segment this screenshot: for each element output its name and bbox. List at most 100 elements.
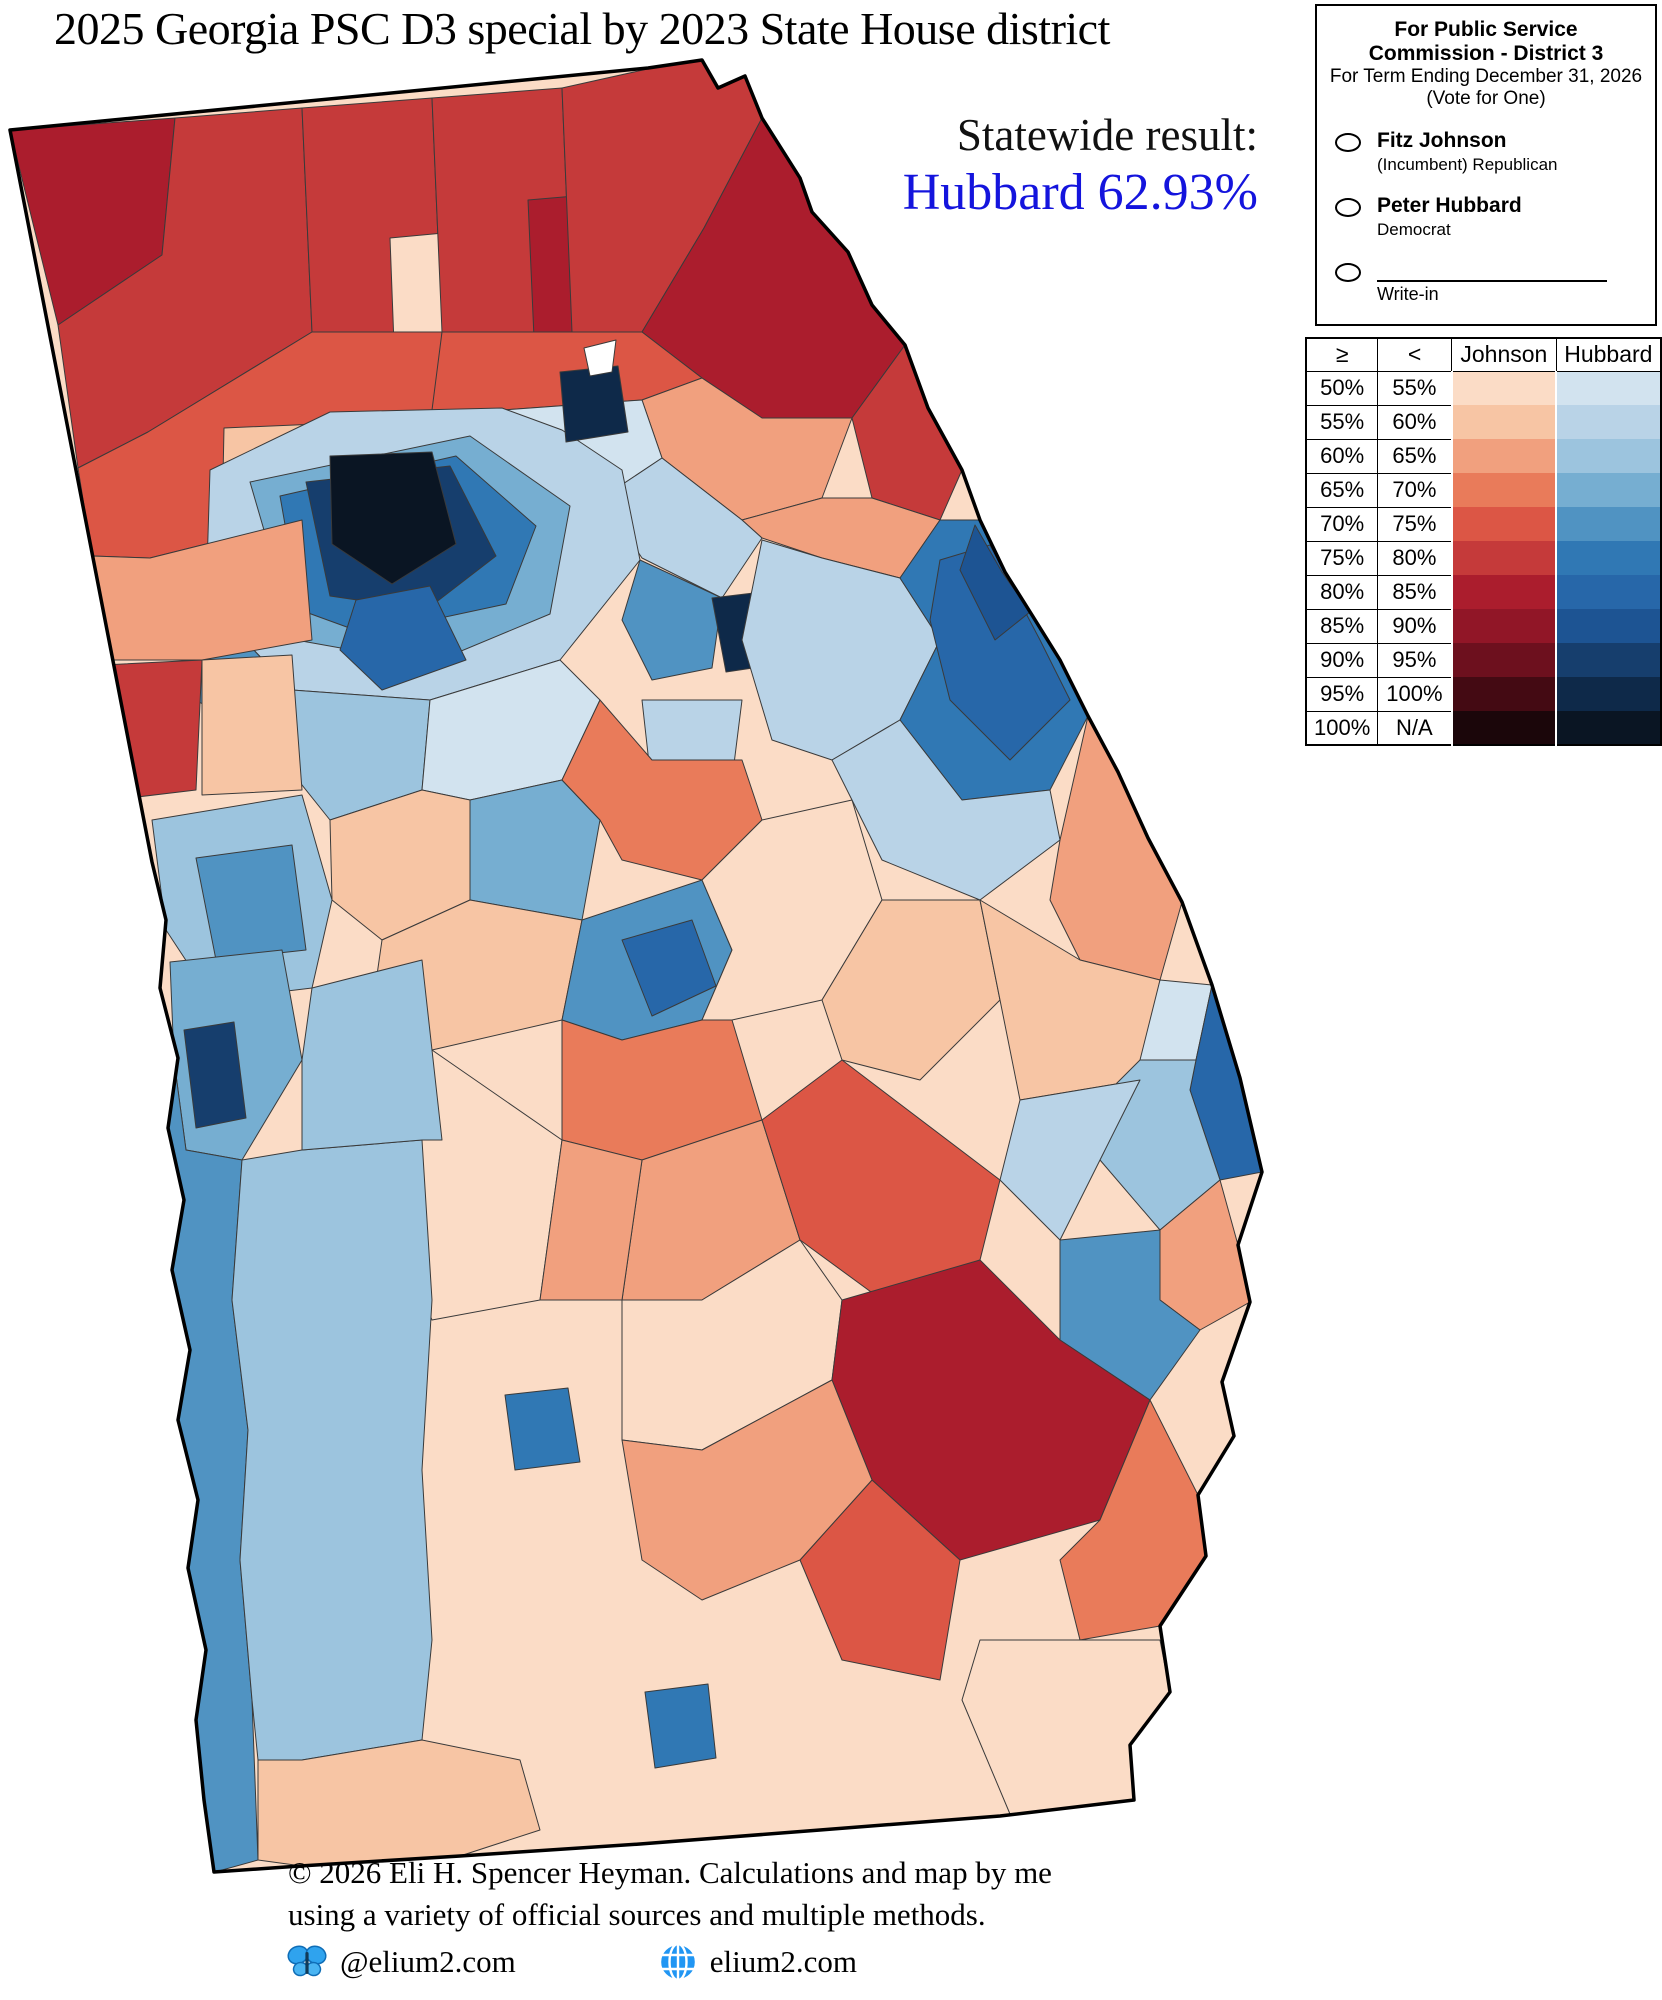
legend-row: 70% 75% [1305, 506, 1662, 542]
hubbard-swatch [1555, 711, 1662, 745]
legend-row: 65% 70% [1305, 472, 1662, 508]
legend-row: 95% 100% [1305, 676, 1662, 712]
district-region [621, 919, 717, 1017]
legend-lt-cell: 60% [1377, 404, 1452, 440]
legend-lt-cell: N/A [1377, 710, 1452, 746]
hubbard-swatch [1555, 439, 1662, 473]
legend-row: 90% 95% [1305, 642, 1662, 678]
johnson-swatch [1450, 609, 1557, 643]
ballot-option-johnson: Fitz Johnson (Incumbent) Republican [1335, 128, 1655, 175]
district-region [339, 585, 467, 691]
write-in-label: Write-in [1377, 284, 1439, 305]
candidate-name: Fitz Johnson [1377, 128, 1507, 152]
hubbard-swatch [1555, 473, 1662, 507]
radio-bubble-icon[interactable] [1335, 263, 1361, 283]
copyright-line: © 2026 Eli H. Spencer Heyman. Calculatio… [288, 1855, 1052, 1890]
district-region [644, 1683, 717, 1769]
hubbard-swatch [1555, 609, 1662, 643]
district-region [231, 1139, 433, 1761]
district-region [999, 1079, 1141, 1241]
district-region [201, 654, 303, 796]
radio-bubble-icon[interactable] [1335, 132, 1361, 152]
legend-ge-cell: 65% [1305, 472, 1379, 508]
legend-lt-cell: 80% [1377, 540, 1452, 576]
johnson-swatch [1450, 371, 1557, 405]
legend-row: 55% 60% [1305, 404, 1662, 440]
statewide-result: Statewide result: Hubbard 62.93% [700, 110, 1258, 223]
legend-row: 80% 85% [1305, 574, 1662, 610]
legend-lt-cell: 65% [1377, 438, 1452, 474]
district-region [621, 1379, 873, 1601]
hubbard-swatch [1555, 541, 1662, 575]
legend-ge-cell: 70% [1305, 506, 1379, 542]
legend-ge-cell: 50% [1305, 370, 1379, 406]
johnson-swatch [1450, 405, 1557, 439]
legend-row: 50% 55% [1305, 370, 1662, 406]
ballot-box: For Public Service Commission - District… [1315, 4, 1657, 326]
johnson-swatch [1450, 507, 1557, 541]
johnson-swatch [1450, 541, 1557, 575]
district-region [959, 524, 1031, 641]
hubbard-swatch [1555, 371, 1662, 405]
district-region [621, 559, 723, 681]
district-region [559, 365, 629, 443]
district-region [539, 1139, 643, 1301]
district-region [183, 1021, 247, 1129]
johnson-swatch [1450, 711, 1557, 745]
legend-ge-cell: 55% [1305, 404, 1379, 440]
district-region [469, 779, 601, 921]
social-links: @elium2.com elium2.com [286, 1942, 857, 1982]
ballot-heading: For Public Service [1394, 18, 1578, 41]
legend-table: ≥ < Johnson Hubbard 50% 55% 55% 60% 60% 65% 65… [1305, 337, 1662, 746]
candidate-detail: (Incumbent) Republican [1377, 155, 1558, 175]
legend-ge-cell: 80% [1305, 574, 1379, 610]
radio-bubble-icon[interactable] [1335, 198, 1361, 218]
legend-row: 100% N/A [1305, 710, 1662, 746]
candidate-name: Peter Hubbard [1377, 194, 1522, 218]
johnson-swatch [1450, 473, 1557, 507]
legend-ge-cell: 60% [1305, 438, 1379, 474]
legend-lt-cell: 95% [1377, 642, 1452, 678]
legend-row: 85% 90% [1305, 608, 1662, 644]
legend-row: 60% 65% [1305, 438, 1662, 474]
legend-header-row: ≥ < Johnson Hubbard [1305, 337, 1662, 372]
globe-icon [658, 1942, 697, 1982]
district-region [504, 1387, 581, 1471]
johnson-swatch [1450, 439, 1557, 473]
legend-ge-cell: 90% [1305, 642, 1379, 678]
website-link[interactable]: elium2.com [709, 1944, 858, 1979]
copyright-line: using a variety of official sources and … [288, 1897, 986, 1933]
district-region [195, 844, 307, 961]
write-in-line[interactable] [1377, 260, 1607, 283]
ballot-option-write-in: Write-in [1335, 260, 1655, 305]
ballot-vote-for-one: (Vote for One) [1426, 88, 1546, 110]
legend-ge-cell: 75% [1305, 540, 1379, 576]
legend-header-johnson: Johnson [1451, 337, 1557, 372]
statewide-result-value: Hubbard 62.93% [902, 164, 1258, 222]
bluesky-handle[interactable]: @elium2.com [340, 1944, 516, 1979]
legend-ge-cell: 85% [1305, 608, 1379, 644]
ballot-option-hubbard: Peter Hubbard Democrat [1335, 194, 1655, 240]
hubbard-swatch [1555, 507, 1662, 541]
lake [583, 339, 617, 377]
legend-body: 50% 55% 55% 60% 60% 65% 65% 70% 70% 75% 75% 80% 80% 8… [1305, 370, 1662, 746]
legend-ge-cell: 95% [1305, 676, 1379, 712]
district-region [301, 959, 443, 1151]
legend-lt-cell: 70% [1377, 472, 1452, 508]
candidate-detail: Democrat [1377, 220, 1451, 240]
legend-lt-cell: 85% [1377, 574, 1452, 610]
ballot-heading: Commission - District 3 [1368, 42, 1604, 66]
district-region [329, 451, 457, 585]
page-title: 2025 Georgia PSC D3 special by 2023 Stat… [54, 3, 1110, 54]
district-region [831, 719, 1061, 901]
copyright: © 2026 Eli H. Spencer Heyman. Calculatio… [288, 1852, 1052, 1937]
hubbard-swatch [1555, 575, 1662, 609]
ballot-term: For Term Ending December 31, 2026 [1329, 66, 1643, 88]
hubbard-swatch [1555, 643, 1662, 677]
johnson-swatch [1450, 643, 1557, 677]
johnson-swatch [1450, 575, 1557, 609]
legend-lt-cell: 75% [1377, 506, 1452, 542]
butterfly-icon [287, 1945, 327, 1977]
lake [1051, 573, 1095, 619]
